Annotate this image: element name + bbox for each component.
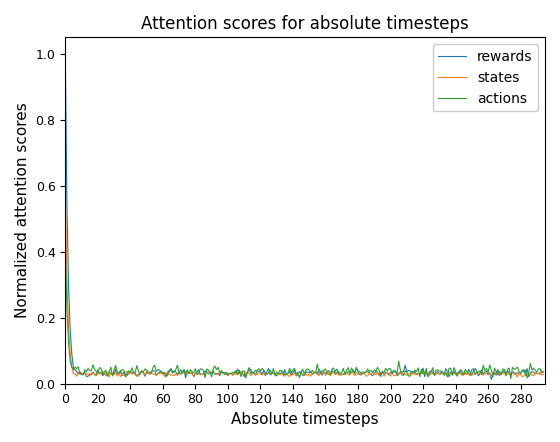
rewards: [278, 369, 285, 374]
actions: [454, 373, 460, 378]
actions: [298, 370, 305, 375]
rewards: [327, 372, 334, 377]
actions: [327, 371, 334, 377]
rewards: [62, 51, 69, 57]
states: [540, 372, 547, 377]
states: [460, 373, 467, 378]
Title: Attention scores for absolute timesteps: Attention scores for absolute timesteps: [141, 15, 469, 33]
actions: [540, 369, 547, 374]
Y-axis label: Normalized attention scores: Normalized attention scores: [15, 103, 30, 318]
states: [125, 372, 132, 377]
Legend: rewards, states, actions: rewards, states, actions: [432, 44, 538, 111]
states: [278, 371, 285, 376]
states: [62, 190, 69, 195]
actions: [460, 372, 467, 377]
rewards: [298, 369, 305, 374]
actions: [125, 368, 132, 373]
rewards: [454, 370, 460, 376]
rewards: [460, 371, 467, 376]
actions: [62, 246, 69, 251]
Line: rewards: rewards: [66, 54, 543, 379]
rewards: [540, 370, 547, 375]
Line: actions: actions: [66, 248, 543, 379]
actions: [278, 368, 285, 373]
states: [454, 373, 460, 379]
X-axis label: Absolute timesteps: Absolute timesteps: [231, 412, 379, 427]
states: [514, 374, 521, 380]
rewards: [488, 377, 494, 382]
states: [298, 372, 305, 377]
states: [327, 373, 334, 378]
actions: [507, 376, 514, 381]
rewards: [125, 370, 132, 375]
Line: states: states: [66, 192, 543, 377]
